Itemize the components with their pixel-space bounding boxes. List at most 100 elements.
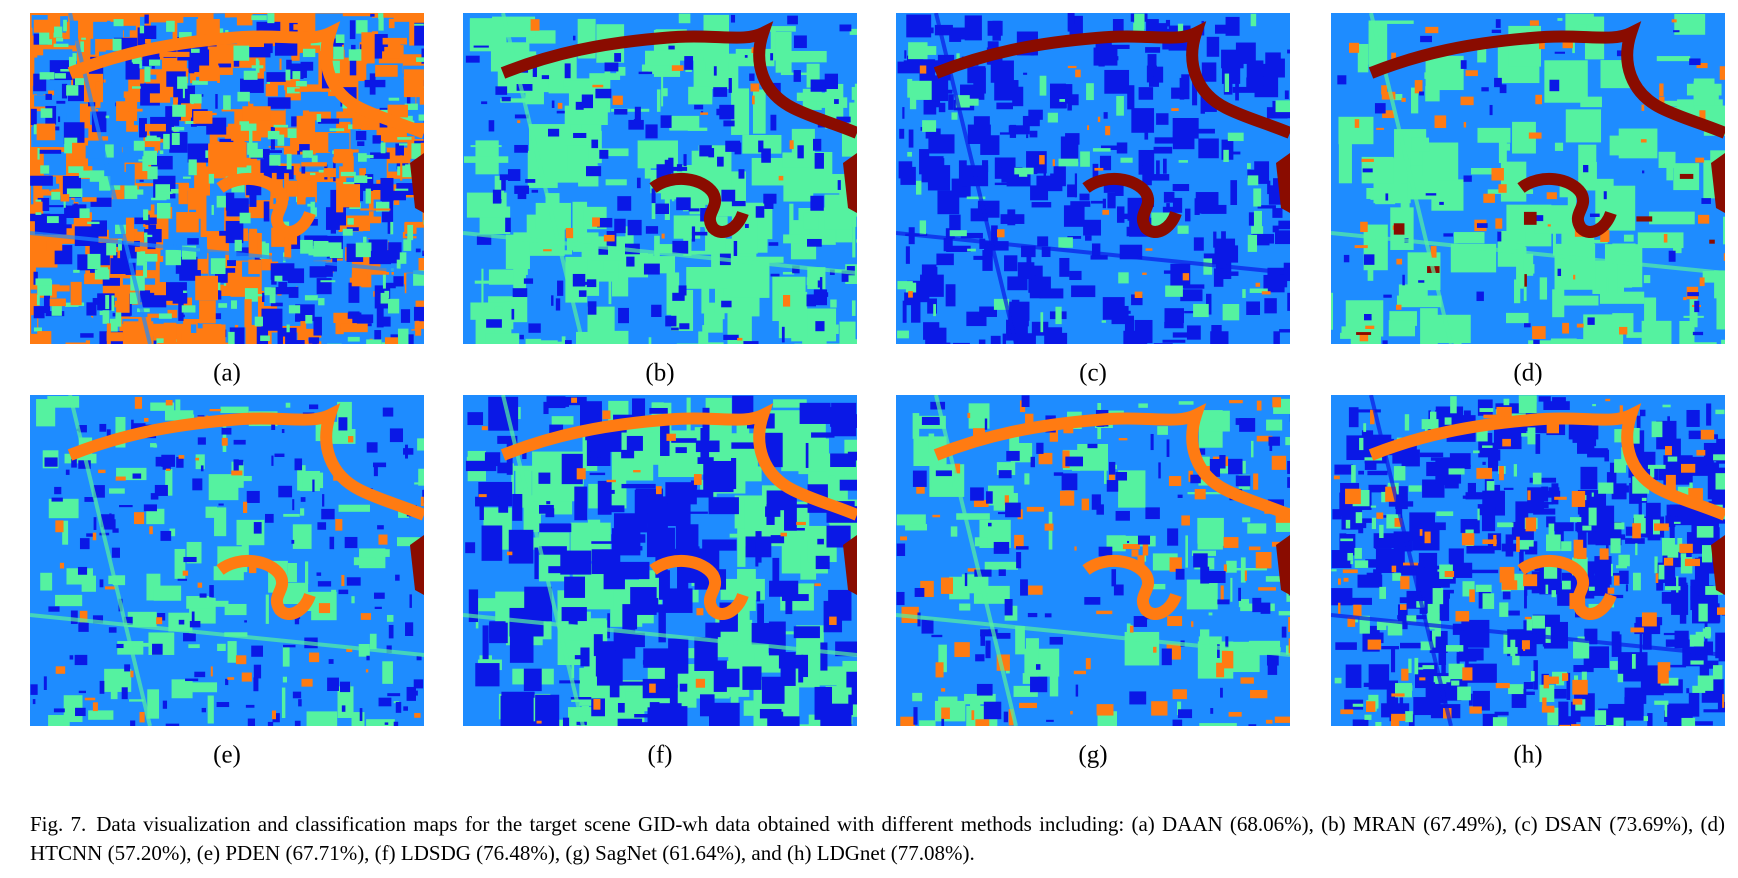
map-region xyxy=(68,166,84,173)
map-region xyxy=(1058,237,1073,248)
map-region xyxy=(927,165,951,191)
map-region xyxy=(387,221,391,234)
map-region xyxy=(1490,484,1501,501)
map-region xyxy=(905,524,928,531)
map-region xyxy=(414,713,421,718)
map-region xyxy=(1008,709,1014,726)
map-region xyxy=(261,308,283,331)
map-region xyxy=(1546,516,1556,528)
map-region xyxy=(1608,594,1624,599)
map-region xyxy=(943,237,953,252)
map-region xyxy=(1487,189,1534,194)
map-region xyxy=(199,300,216,324)
map-region xyxy=(74,78,90,86)
map-region xyxy=(820,703,852,726)
map-region xyxy=(360,208,391,211)
map-region xyxy=(481,426,488,431)
map-region xyxy=(357,153,367,162)
map-region xyxy=(991,225,998,247)
map-region xyxy=(1554,51,1566,54)
map-region xyxy=(831,402,857,437)
map-region xyxy=(353,152,360,180)
map-region xyxy=(498,482,509,513)
map-region xyxy=(1524,616,1532,620)
map-region xyxy=(413,679,424,689)
map-region xyxy=(129,699,144,702)
map-region xyxy=(534,547,539,580)
map-region xyxy=(1273,331,1280,344)
map-region xyxy=(801,654,809,678)
map-region xyxy=(1467,482,1476,496)
map-region xyxy=(517,120,521,124)
map-region xyxy=(33,327,43,332)
map-region xyxy=(1190,474,1201,484)
map-region xyxy=(1670,504,1678,517)
map-region xyxy=(1230,180,1238,205)
map-region xyxy=(590,451,601,458)
map-region xyxy=(1551,590,1556,598)
map-region xyxy=(1039,288,1064,299)
map-region xyxy=(1545,584,1549,594)
map-region xyxy=(1024,473,1030,485)
map-region xyxy=(422,79,424,90)
map-region xyxy=(778,175,784,181)
map-region xyxy=(115,476,126,481)
map-region xyxy=(46,240,63,251)
map-region xyxy=(366,442,378,453)
map-region xyxy=(33,201,43,213)
map-region xyxy=(1391,693,1405,697)
map-region xyxy=(849,28,857,35)
map-region xyxy=(1399,688,1404,710)
map-region xyxy=(738,169,745,179)
map-region xyxy=(369,633,377,650)
map-region xyxy=(1475,584,1492,592)
map-region xyxy=(1716,607,1725,615)
map-region xyxy=(1272,225,1279,233)
map-region xyxy=(555,298,561,311)
map-region xyxy=(193,110,213,124)
map-region xyxy=(761,148,771,163)
map-river xyxy=(1711,535,1725,595)
map-region xyxy=(908,129,914,148)
map-region xyxy=(66,188,83,198)
map-region xyxy=(90,197,112,207)
map-region xyxy=(224,603,247,616)
map-region xyxy=(1134,291,1143,298)
map-region xyxy=(1365,559,1378,568)
map-region xyxy=(1683,315,1704,318)
map-region xyxy=(669,684,678,706)
map-region xyxy=(1191,621,1194,627)
map-region xyxy=(36,294,40,306)
map-region xyxy=(1214,238,1236,258)
map-region xyxy=(366,339,382,344)
map-region xyxy=(1099,155,1112,171)
map-region xyxy=(1075,684,1079,697)
map-region xyxy=(261,137,291,147)
map-region xyxy=(1179,77,1185,100)
map-region xyxy=(342,102,348,109)
map-region xyxy=(340,171,356,177)
map-region xyxy=(1546,192,1557,200)
map-region xyxy=(143,253,158,262)
map-region xyxy=(134,217,157,225)
map-region xyxy=(497,462,509,474)
map-region xyxy=(481,525,503,561)
map-region xyxy=(538,472,551,484)
map-region xyxy=(355,130,367,141)
map-region xyxy=(132,304,168,314)
map-region xyxy=(987,20,1003,36)
map-region xyxy=(1016,552,1022,569)
map-region xyxy=(1425,55,1464,91)
map-region xyxy=(1247,175,1259,186)
map-region xyxy=(233,55,240,67)
map-region xyxy=(220,406,249,413)
map-region xyxy=(262,292,265,303)
map-region xyxy=(1483,414,1498,419)
map-region xyxy=(144,232,148,243)
map-region xyxy=(145,123,166,132)
panel-label: (f) xyxy=(648,742,673,769)
map-region xyxy=(1527,427,1536,445)
map-region xyxy=(501,691,535,698)
map-region xyxy=(418,114,424,121)
map-region xyxy=(87,221,100,225)
